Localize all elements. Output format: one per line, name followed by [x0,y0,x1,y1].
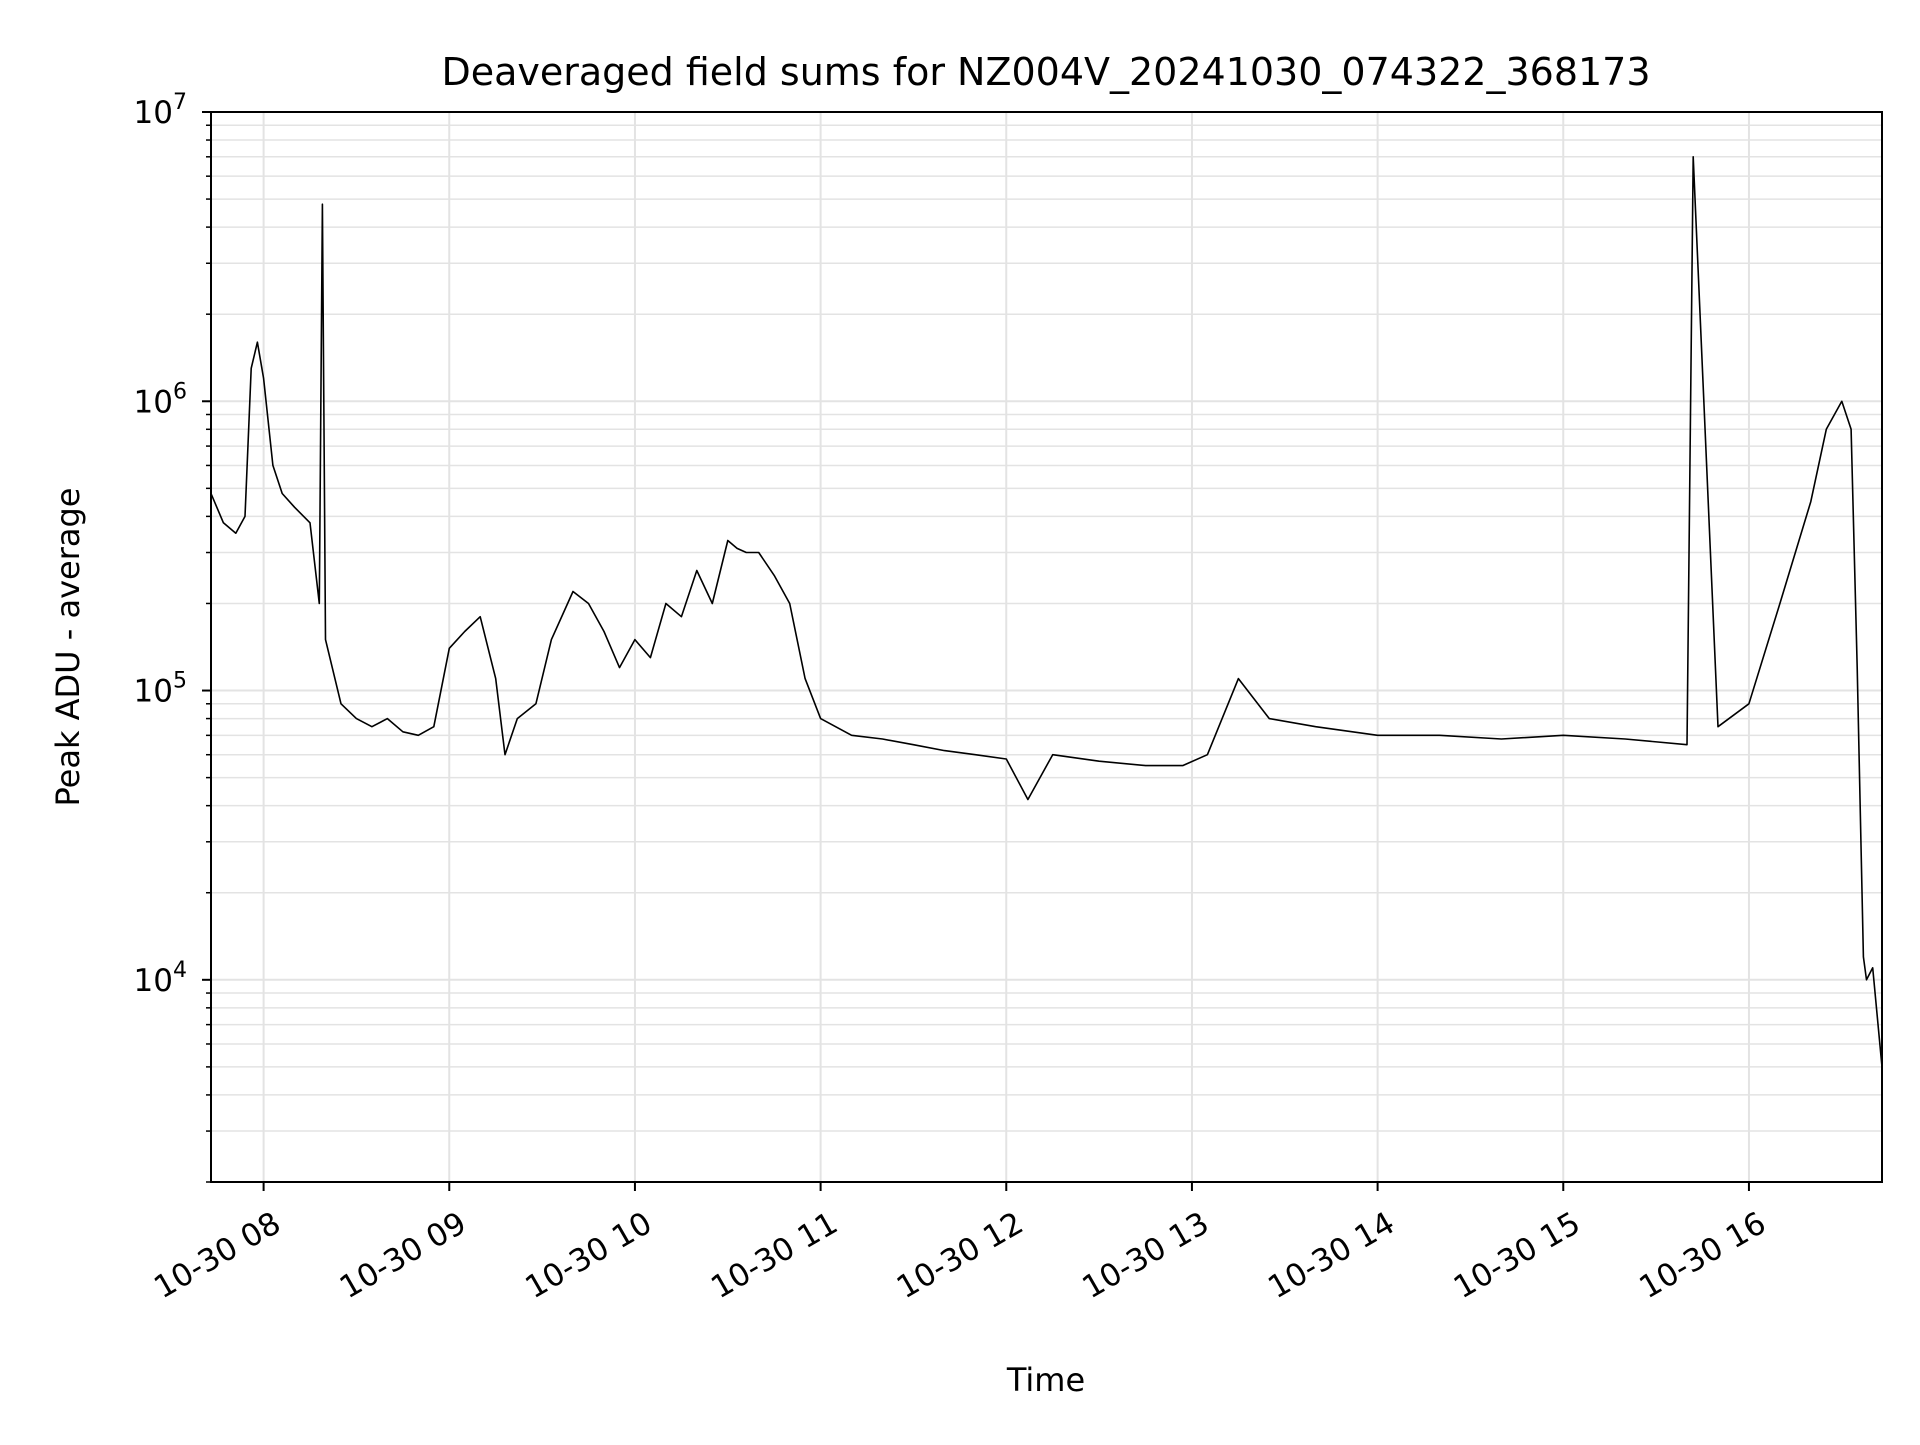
x-axis-label: Time [1006,1361,1085,1399]
y-tick-label: 107 [134,90,187,131]
data-line [210,156,1883,1067]
grid-layer [211,111,1882,1183]
y-tick-label: 106 [134,379,187,420]
plot-frame [210,111,1883,1183]
y-tick-label: 104 [134,958,187,999]
y-axis-label: Peak ADU - average [49,488,87,807]
y-tick-label: 105 [134,669,187,710]
chart-title: Deaveraged field sums for NZ004V_2024103… [441,50,1650,94]
line-layer [210,156,1883,1067]
